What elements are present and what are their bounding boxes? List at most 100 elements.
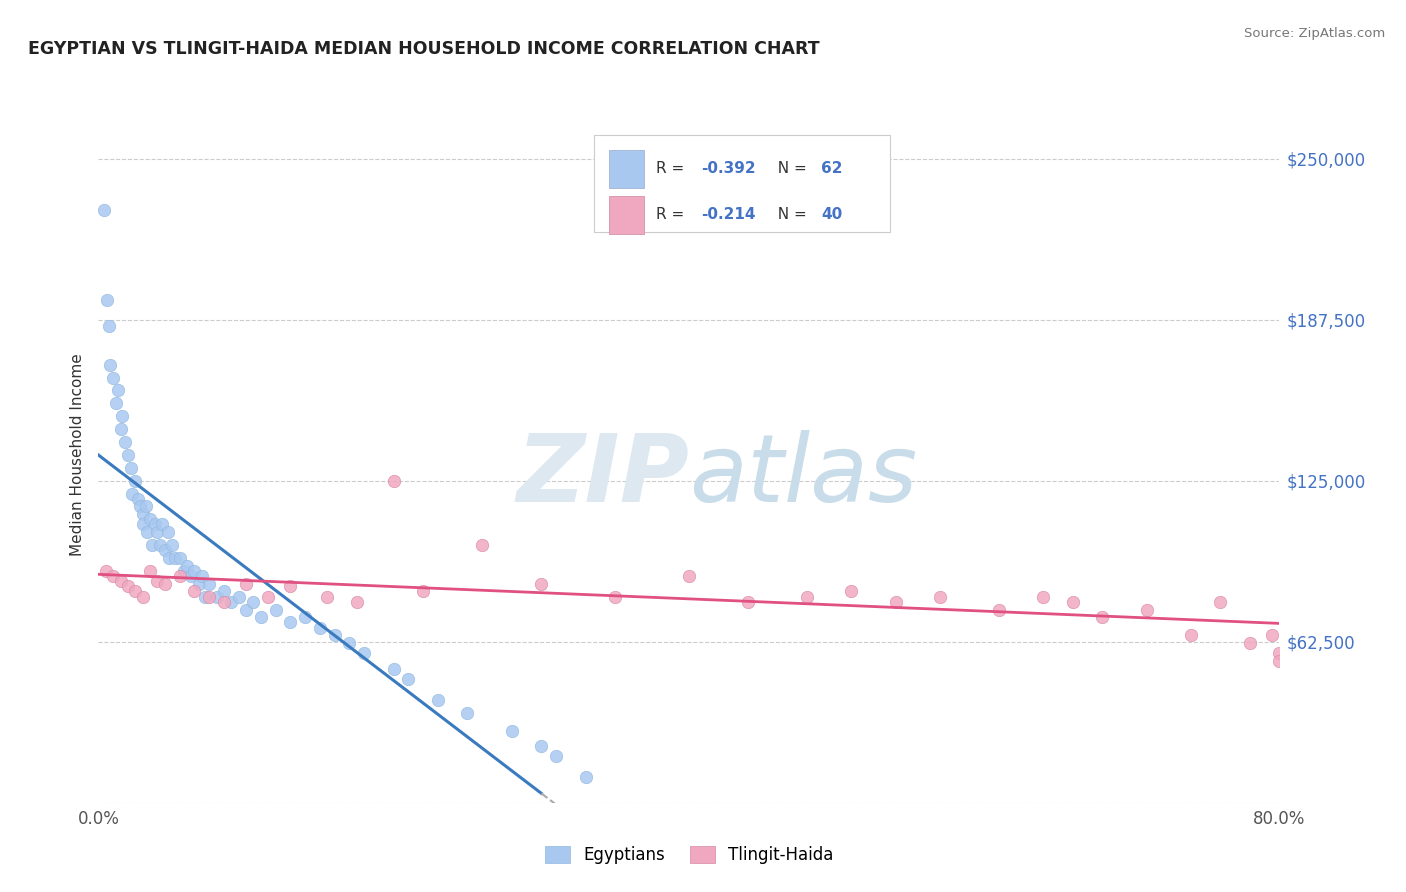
Point (97, 319, 120, 334)
Point (132, 507, 155, 521)
Point (146, 525, 169, 540)
Point (382, 662, 405, 676)
Point (194, 590, 217, 604)
Point (141, 538, 163, 552)
Point (149, 538, 172, 552)
Point (1239, 636, 1261, 650)
Point (146, 574, 169, 589)
Text: atlas: atlas (689, 430, 917, 521)
Point (117, 579, 139, 593)
Point (323, 628, 346, 642)
Point (127, 491, 149, 506)
Point (96, 293, 118, 308)
Text: 40: 40 (821, 207, 842, 222)
Point (250, 610, 273, 624)
Legend: Egyptians, Tlingit-Haida: Egyptians, Tlingit-Haida (538, 839, 839, 871)
Point (796, 590, 818, 604)
Point (242, 595, 264, 609)
Point (105, 396, 128, 410)
Point (1261, 628, 1284, 642)
Point (180, 569, 202, 583)
Point (107, 384, 129, 398)
Point (124, 474, 146, 488)
Point (139, 512, 162, 526)
Point (120, 460, 142, 475)
Point (316, 590, 339, 604)
Point (737, 595, 759, 609)
Point (121, 486, 143, 500)
Text: Source: ZipAtlas.com: Source: ZipAtlas.com (1244, 27, 1385, 40)
Point (212, 584, 235, 599)
Point (605, 590, 627, 604)
FancyBboxPatch shape (595, 135, 890, 232)
Point (235, 576, 257, 591)
Text: R =: R = (655, 161, 689, 177)
Point (150, 517, 173, 532)
Text: N =: N = (768, 207, 811, 222)
Bar (609, 150, 644, 188)
Point (1062, 595, 1084, 609)
Point (280, 579, 302, 593)
Point (1209, 595, 1232, 609)
Point (398, 672, 420, 686)
Point (103, 370, 125, 384)
Point (143, 517, 166, 532)
Point (1136, 602, 1159, 616)
Point (153, 576, 176, 591)
Point (136, 525, 159, 540)
Point (1032, 590, 1054, 604)
Point (457, 706, 479, 720)
Bar (609, 195, 644, 234)
Point (257, 590, 280, 604)
Point (346, 595, 368, 609)
Point (187, 576, 209, 591)
Point (339, 636, 361, 650)
Point (530, 739, 553, 753)
Point (198, 590, 221, 604)
Text: 62: 62 (821, 161, 842, 177)
Point (176, 558, 198, 573)
Point (228, 590, 250, 604)
Text: EGYPTIAN VS TLINGIT-HAIDA MEDIAN HOUSEHOLD INCOME CORRELATION CHART: EGYPTIAN VS TLINGIT-HAIDA MEDIAN HOUSEHO… (28, 40, 820, 58)
Point (841, 584, 863, 599)
Point (114, 435, 136, 450)
Point (128, 500, 150, 514)
Point (124, 584, 146, 599)
Point (98, 358, 121, 372)
Point (353, 646, 375, 660)
Point (678, 569, 700, 583)
Point (111, 409, 134, 424)
Point (94, 564, 117, 578)
Point (280, 615, 302, 630)
Point (132, 590, 155, 604)
Text: ZIP: ZIP (516, 430, 689, 522)
Point (988, 602, 1011, 616)
Point (212, 595, 235, 609)
Text: -0.214: -0.214 (700, 207, 755, 222)
Point (546, 749, 568, 764)
Point (157, 551, 180, 566)
Point (501, 723, 523, 738)
Point (191, 569, 214, 583)
Point (1268, 654, 1291, 668)
Point (117, 448, 139, 462)
Point (173, 564, 195, 578)
Point (884, 595, 907, 609)
Point (382, 474, 405, 488)
Point (1268, 646, 1291, 660)
Point (1180, 628, 1202, 642)
Point (929, 590, 952, 604)
Point (110, 574, 132, 589)
Point (183, 564, 205, 578)
Point (110, 422, 132, 436)
Point (427, 692, 450, 706)
Text: R =: R = (655, 207, 689, 222)
Point (135, 500, 157, 514)
Point (294, 610, 316, 624)
Point (205, 590, 228, 604)
Point (221, 595, 243, 609)
Text: -0.392: -0.392 (700, 161, 755, 177)
Point (165, 551, 187, 566)
Point (264, 602, 287, 616)
Point (235, 602, 257, 616)
